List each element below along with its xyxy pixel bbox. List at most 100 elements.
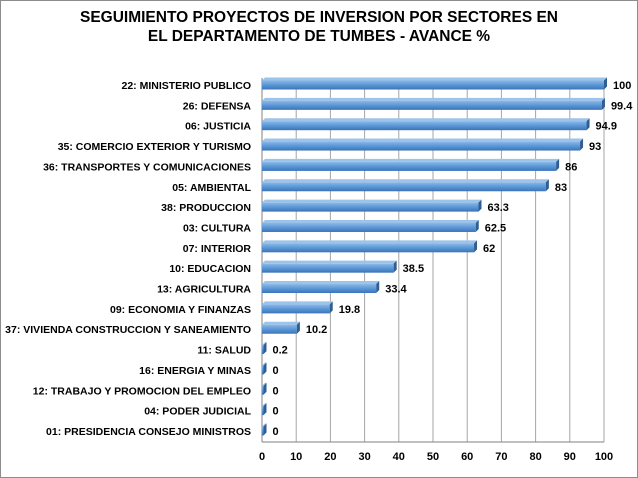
category-label: 10: EDUCACION — [169, 263, 251, 275]
bar-top — [262, 260, 397, 264]
value-label: 19.8 — [339, 304, 360, 316]
bar-side — [263, 382, 267, 395]
category-label: 22: MINISTERIO PUBLICO — [121, 80, 251, 92]
bar — [262, 284, 377, 294]
value-label: 33.4 — [385, 284, 407, 296]
x-axis-ticks: 0 10 20 30 40 50 60 70 80 90 100 — [259, 451, 613, 463]
bar-top — [262, 179, 549, 183]
bar — [262, 222, 476, 232]
value-label: 99.4 — [611, 100, 633, 112]
value-label: 62 — [483, 243, 495, 255]
bar-top — [262, 77, 607, 81]
bar-side — [296, 321, 300, 334]
value-label: 0.2 — [273, 345, 288, 357]
chart-title: SEGUIMIENTO PROYECTOS DE INVERSION POR S… — [0, 8, 638, 46]
bar — [262, 202, 479, 212]
bar — [262, 80, 604, 90]
grid-lines — [261, 78, 605, 443]
bar-top — [262, 97, 605, 101]
x-tick-label: 40 — [393, 451, 405, 463]
bar — [262, 182, 546, 192]
bar-side — [545, 179, 549, 192]
bar — [262, 263, 394, 273]
bar-side — [263, 423, 267, 436]
bars — [262, 77, 607, 436]
category-label: 06: JUSTICIA — [185, 121, 251, 133]
bar — [262, 243, 475, 253]
bar — [262, 426, 264, 436]
bar-top — [262, 118, 590, 122]
category-label: 35: COMERCIO EXTERIOR Y TURISMO — [58, 141, 251, 153]
value-label: 38.5 — [403, 263, 424, 275]
value-label: 0 — [273, 406, 279, 418]
bar-side — [263, 362, 267, 375]
x-tick-label: 50 — [427, 451, 439, 463]
x-tick-label: 80 — [529, 451, 541, 463]
bar-top — [262, 219, 479, 223]
category-label: 09: ECONOMIA Y FINANZAS — [110, 304, 251, 316]
x-tick-label: 90 — [564, 451, 576, 463]
category-label: 03: CULTURA — [183, 222, 251, 234]
category-label: 11: SALUD — [197, 345, 251, 357]
bar-side — [329, 301, 333, 314]
category-labels: 22: MINISTERIO PUBLICO 26: DEFENSA 06: JUS… — [5, 80, 251, 438]
category-label: 13: AGRICULTURA — [157, 284, 251, 296]
category-label: 16: ENERGIA Y MINAS — [139, 365, 251, 377]
bar-top — [262, 301, 333, 305]
value-label: 0 — [273, 426, 279, 438]
bar — [262, 324, 297, 334]
bar-side — [556, 158, 560, 171]
category-label: 12: TRABAJO Y PROMOCION DEL EMPLEO — [33, 385, 251, 397]
chart-title-line: SEGUIMIENTO PROYECTOS DE INVERSION POR S… — [79, 9, 558, 26]
value-label: 0 — [273, 365, 279, 377]
bar-side — [376, 281, 380, 294]
bar-top — [262, 158, 560, 162]
bar-top — [262, 382, 267, 386]
bar — [262, 406, 264, 416]
bar — [262, 121, 587, 131]
category-label: 36: TRANSPORTES Y COMUNICACIONES — [43, 161, 251, 173]
value-label: 94.9 — [596, 121, 617, 133]
x-tick-label: 0 — [259, 451, 265, 463]
category-label: 38: PRODUCCION — [161, 202, 251, 214]
bar-side — [586, 118, 590, 131]
bar-top — [262, 423, 267, 427]
bar — [262, 345, 264, 355]
bar-top — [262, 403, 267, 407]
x-tick-label: 60 — [461, 451, 473, 463]
x-tick-label: 100 — [595, 451, 613, 463]
value-labels: 100 99.4 94.9 93 86 83 63.3 62.5 62 38.5 33.4 19.8 1… — [273, 80, 634, 438]
bar-side — [393, 260, 397, 273]
chart-title-line: EL DEPARTAMENTO DE TUMBES - AVANCE % — [147, 28, 491, 45]
bar-top — [262, 342, 267, 346]
value-label: 63.3 — [487, 202, 508, 214]
value-label: 100 — [613, 80, 631, 92]
x-tick-label: 70 — [495, 451, 507, 463]
category-label: 26: DEFENSA — [183, 100, 252, 112]
bar-side — [604, 77, 607, 90]
value-label: 86 — [565, 161, 577, 173]
value-label: 0 — [273, 385, 279, 397]
bar-side — [580, 138, 584, 151]
x-tick-label: 20 — [324, 451, 336, 463]
bar-side — [263, 342, 267, 355]
value-label: 62.5 — [485, 222, 506, 234]
bar — [262, 141, 581, 151]
bar-side — [263, 403, 267, 416]
bar-top — [262, 199, 482, 203]
value-label: 93 — [589, 141, 601, 153]
bar — [262, 365, 264, 375]
bar-top — [262, 362, 267, 366]
value-label: 83 — [555, 182, 567, 194]
bar — [262, 161, 557, 171]
x-tick-label: 10 — [290, 451, 302, 463]
bar — [262, 385, 264, 395]
x-tick-label: 30 — [358, 451, 370, 463]
category-label: 37: VIVIENDA CONSTRUCCION Y SANEAMIENTO — [5, 324, 251, 336]
bar — [262, 100, 602, 110]
category-label: 05: AMBIENTAL — [172, 182, 251, 194]
bar — [262, 304, 330, 314]
bar-top — [262, 138, 584, 142]
bar-side — [474, 240, 478, 253]
